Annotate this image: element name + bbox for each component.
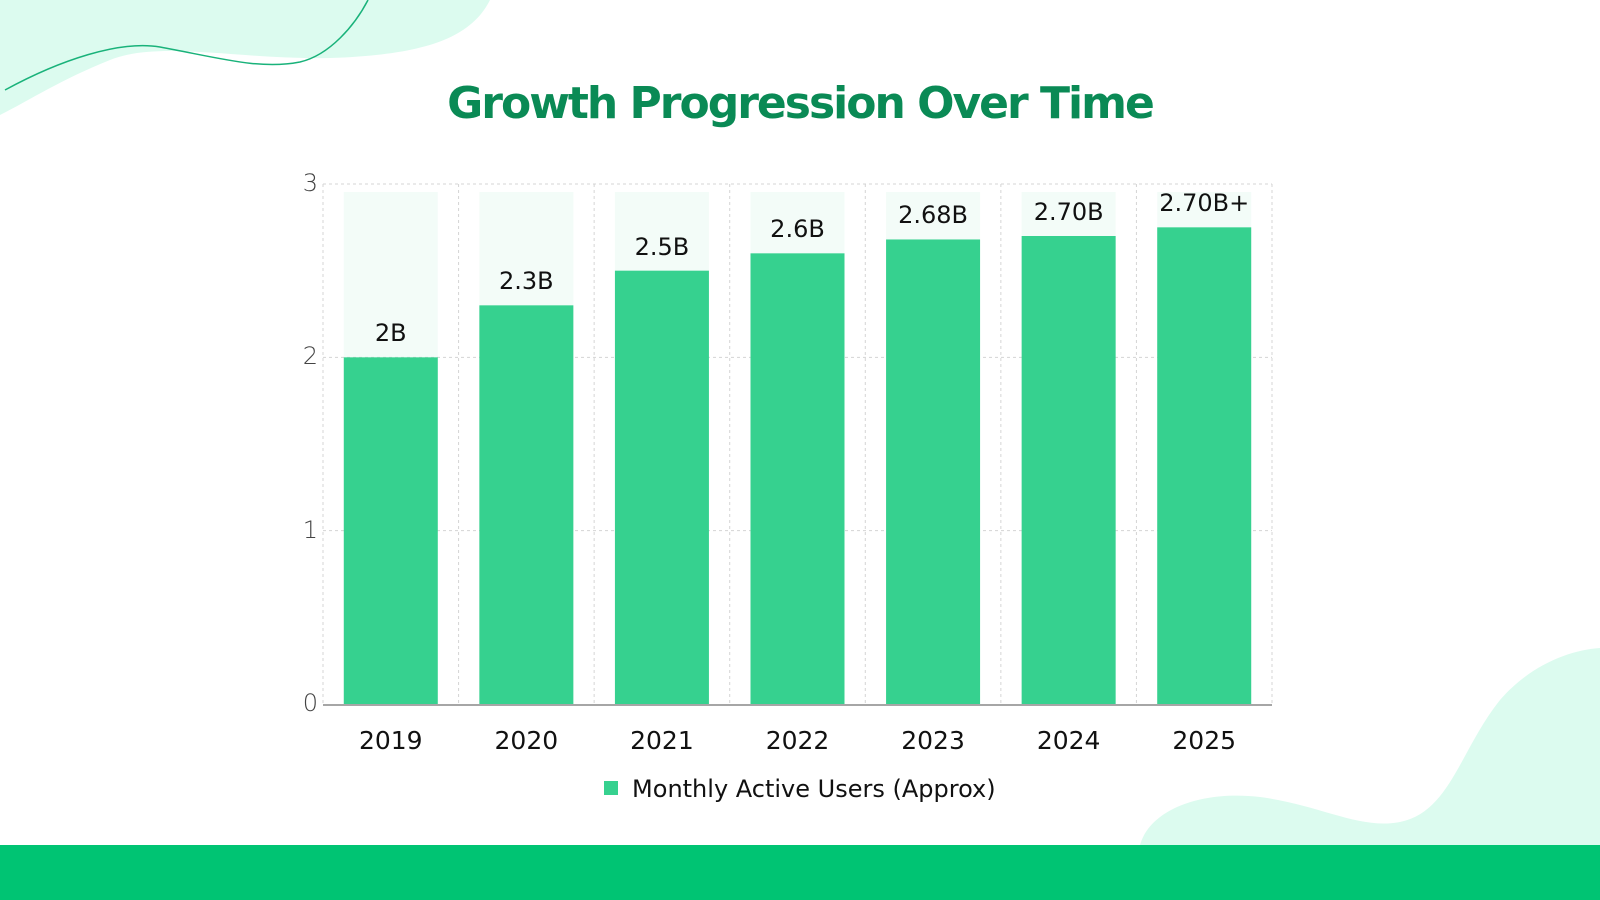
x-tick-label: 2024 [1036,726,1101,755]
x-tick-label: 2022 [765,726,830,755]
bar-value-label: 2.5B [634,232,690,261]
y-tick-label: 0 [302,689,318,717]
x-tick-label: 2020 [494,726,559,755]
bar-value-label: 2.6B [770,215,825,244]
top-left-blob [0,0,490,115]
legend-swatch [604,781,619,795]
bar-2023 [886,239,981,704]
y-tick-label: 3 [302,169,318,197]
x-tick-label: 2023 [901,726,965,755]
bar-value-label: 2.70B [1033,198,1104,226]
y-tick-label: 1 [302,515,318,544]
chart-title: Growth Progression Over Time [447,78,1155,129]
legend: Monthly Active Users (Approx) [0,775,1600,803]
x-tick-label: 2021 [630,726,694,755]
bar-value-label: 2.3B [499,267,554,296]
bar-value-label: 2.70B+ [1159,189,1250,218]
bar-value-label: 2.68B [898,201,969,230]
legend-label: Monthly Active Users (Approx) [632,775,996,803]
x-tick-label: 2025 [1172,726,1237,755]
bar-value-label: 2B [374,319,407,348]
bar-2020 [479,305,574,704]
bar-2025 [1157,227,1252,705]
bar-2019 [343,357,438,704]
y-tick-label: 2 [302,342,318,371]
top-left-curve-line [4,0,369,91]
bottom-right-blob [1140,648,1600,845]
bar-2022 [750,253,845,705]
x-tick-label: 2019 [358,726,423,755]
bar-2021 [614,270,709,704]
footer-band [0,845,1600,900]
bar-2024 [1021,236,1116,704]
